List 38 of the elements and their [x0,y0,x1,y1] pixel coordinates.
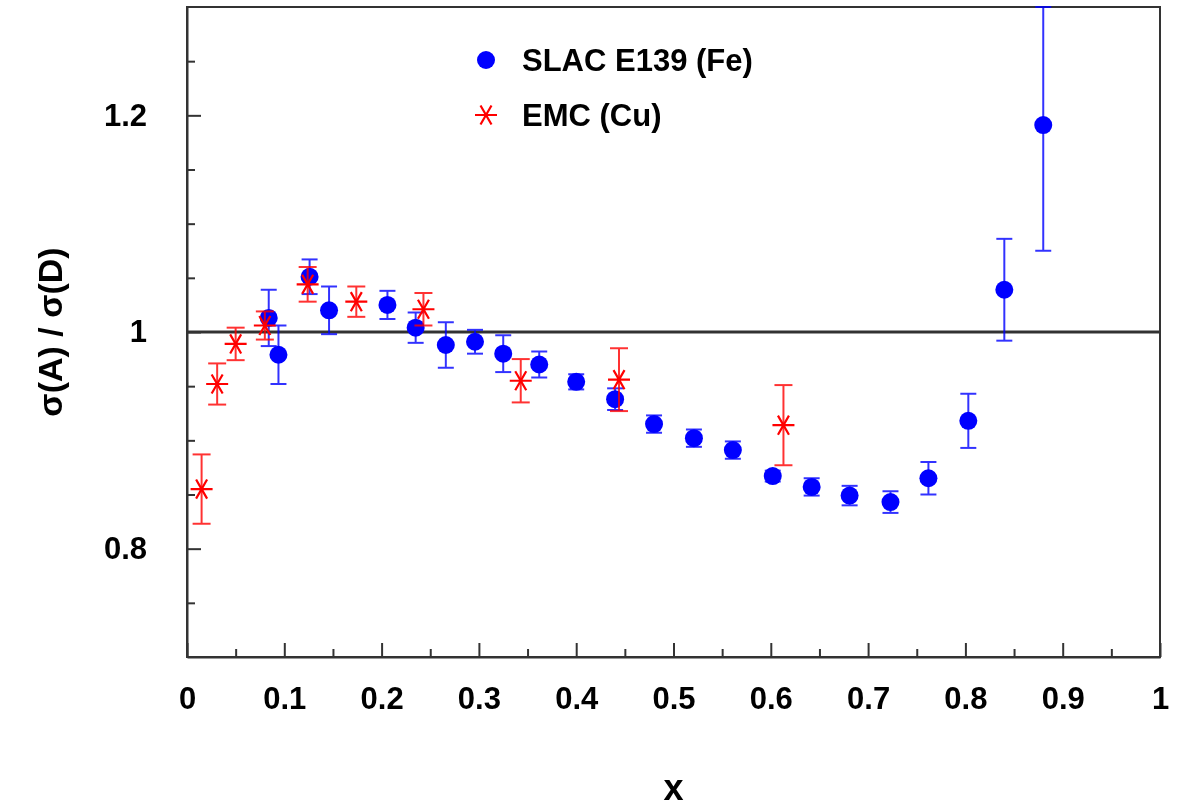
x-tick-label: 0.9 [1041,681,1085,717]
legend-label: SLAC E139 (Fe) [522,43,753,78]
point [771,414,796,436]
x-tick-label: 0.6 [749,681,793,717]
point [995,280,1014,299]
point [1034,116,1053,135]
point [530,355,549,374]
x-tick-label: 0.8 [944,681,988,717]
x-tick-label: 0 [178,681,197,717]
y-tick-label: 1 [129,314,147,350]
point [378,295,397,314]
x-tick-label: 0.5 [652,681,696,717]
x-tick-label: 0.1 [263,681,307,717]
point [344,291,369,313]
x-tick-label: 1 [1151,681,1170,717]
point [269,345,288,364]
y-tick-label: 1.2 [103,97,147,133]
point [436,336,455,354]
point [411,298,436,320]
x-tick-label: 0.3 [457,681,501,717]
legend-label: EMC (Cu) [522,98,662,133]
point [606,369,632,391]
point [205,373,230,395]
x-tick-label: 0.7 [847,681,891,717]
x-tick-label: 0.2 [360,681,404,717]
point [919,469,938,488]
point [223,333,248,355]
y-axis-title: σ(A) / σ(D) [31,247,69,417]
x-tick-label: 0.4 [555,681,599,717]
point [466,332,485,351]
point [508,370,533,392]
point [295,273,320,295]
x-axis-title: x [663,767,684,808]
point [494,344,513,363]
point [189,478,214,500]
point [320,301,339,320]
point [959,411,978,430]
y-tick-label: 0.8 [103,531,147,567]
